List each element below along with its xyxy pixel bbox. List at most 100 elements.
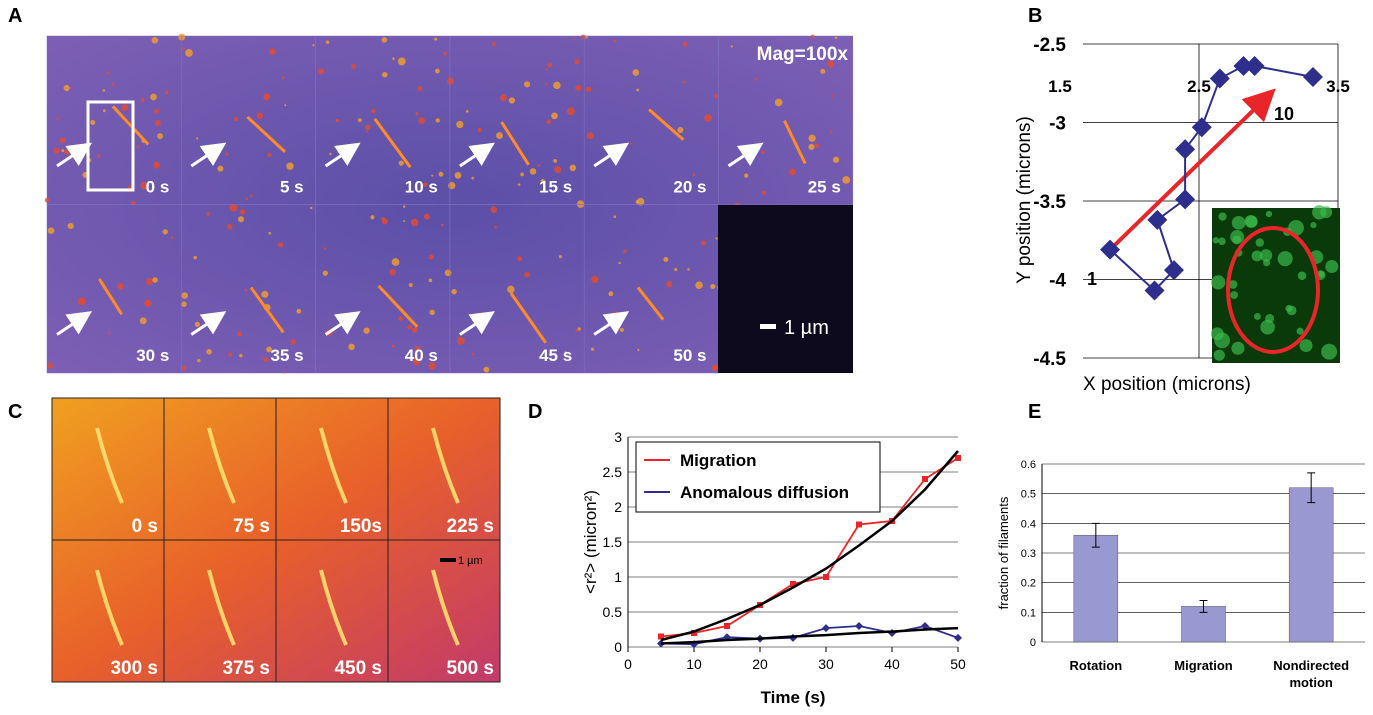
speckle <box>471 352 474 356</box>
inset-speckle <box>1230 291 1239 300</box>
speckle <box>150 93 157 101</box>
speckle <box>263 93 271 101</box>
speckle <box>181 292 189 299</box>
speckle <box>490 206 497 214</box>
speckle <box>61 149 65 152</box>
speckle <box>438 171 444 177</box>
inset-speckle <box>1213 349 1225 361</box>
inset-speckle <box>1231 341 1245 355</box>
bar <box>1288 487 1334 643</box>
inset-speckle <box>1265 210 1273 218</box>
y-axis-label: fraction of filaments <box>996 496 1011 609</box>
filament <box>636 286 665 321</box>
speckle <box>814 143 820 148</box>
filament <box>246 115 287 153</box>
arrow <box>324 142 361 168</box>
speckle <box>239 353 243 358</box>
speckle <box>144 299 152 308</box>
speckle <box>623 249 627 254</box>
speckle <box>682 41 688 47</box>
speckle <box>836 190 839 193</box>
speckle <box>348 343 355 351</box>
speckle <box>357 118 362 123</box>
speckle <box>429 309 435 316</box>
speckle <box>365 124 371 131</box>
inset-ring <box>1226 226 1320 354</box>
speckle <box>483 366 490 373</box>
annotation: 10 <box>1274 104 1294 124</box>
time-label: 5 s <box>280 178 304 197</box>
filament <box>319 427 348 504</box>
speckle <box>428 362 436 370</box>
speckle <box>47 227 55 234</box>
speckle <box>666 281 673 288</box>
y-tick-label: 0.5 <box>1021 489 1036 501</box>
speckle <box>580 34 586 40</box>
speckle <box>758 48 765 55</box>
legend-label: Migration <box>680 451 757 470</box>
speckle <box>820 68 826 74</box>
y-tick-label: 0.1 <box>1021 607 1036 619</box>
speckle <box>153 161 161 169</box>
inset-speckle <box>1253 313 1261 320</box>
speckle <box>151 37 159 44</box>
speckle <box>228 352 233 357</box>
scale-bar <box>760 324 776 329</box>
speckle <box>494 225 497 229</box>
speckle <box>403 220 406 223</box>
speckle <box>157 133 163 140</box>
speckle <box>788 168 796 176</box>
speckle <box>431 174 434 177</box>
speckle <box>154 109 159 114</box>
filament <box>431 427 460 504</box>
speckle <box>682 80 686 84</box>
speckle <box>366 130 369 133</box>
panel-label: E <box>1028 401 1041 423</box>
marker <box>658 633 664 640</box>
inset-speckle <box>1325 260 1339 273</box>
speckle <box>217 165 224 172</box>
time-label: 20 s <box>673 178 706 197</box>
panel-label: A <box>8 5 22 27</box>
speckle <box>106 71 110 75</box>
speckle <box>193 255 197 260</box>
speckle <box>245 197 249 200</box>
speckle <box>392 57 395 60</box>
scale-panel <box>718 205 853 373</box>
speckle <box>586 132 594 140</box>
speckle <box>456 337 465 345</box>
diamond <box>1163 260 1184 281</box>
speckle <box>236 331 242 337</box>
speckle <box>391 258 400 266</box>
speckle <box>63 84 70 92</box>
arrow <box>190 311 227 336</box>
speckle <box>440 223 444 227</box>
arrow <box>324 311 361 336</box>
marker <box>856 521 862 528</box>
arrow <box>56 311 92 336</box>
speckle <box>517 183 521 186</box>
filament <box>377 284 419 328</box>
speckle <box>636 197 645 206</box>
marker <box>790 581 796 587</box>
speckle <box>428 254 434 260</box>
speckle <box>630 142 633 145</box>
speckle <box>411 327 418 333</box>
speckle <box>636 88 640 92</box>
diamond <box>1233 55 1254 76</box>
speckle <box>714 94 719 99</box>
speckle <box>755 78 759 81</box>
marker <box>822 624 830 633</box>
speckle <box>414 345 421 352</box>
speckle <box>117 283 124 290</box>
speckle <box>834 36 838 40</box>
speckle <box>412 358 421 366</box>
arrow <box>459 311 495 336</box>
inset-speckle <box>1211 275 1226 290</box>
speckle <box>730 45 733 48</box>
speckle <box>370 215 375 220</box>
error-bar <box>1091 522 1100 548</box>
speckle <box>250 194 253 198</box>
marker <box>922 476 928 482</box>
inset-speckle <box>1259 249 1273 262</box>
